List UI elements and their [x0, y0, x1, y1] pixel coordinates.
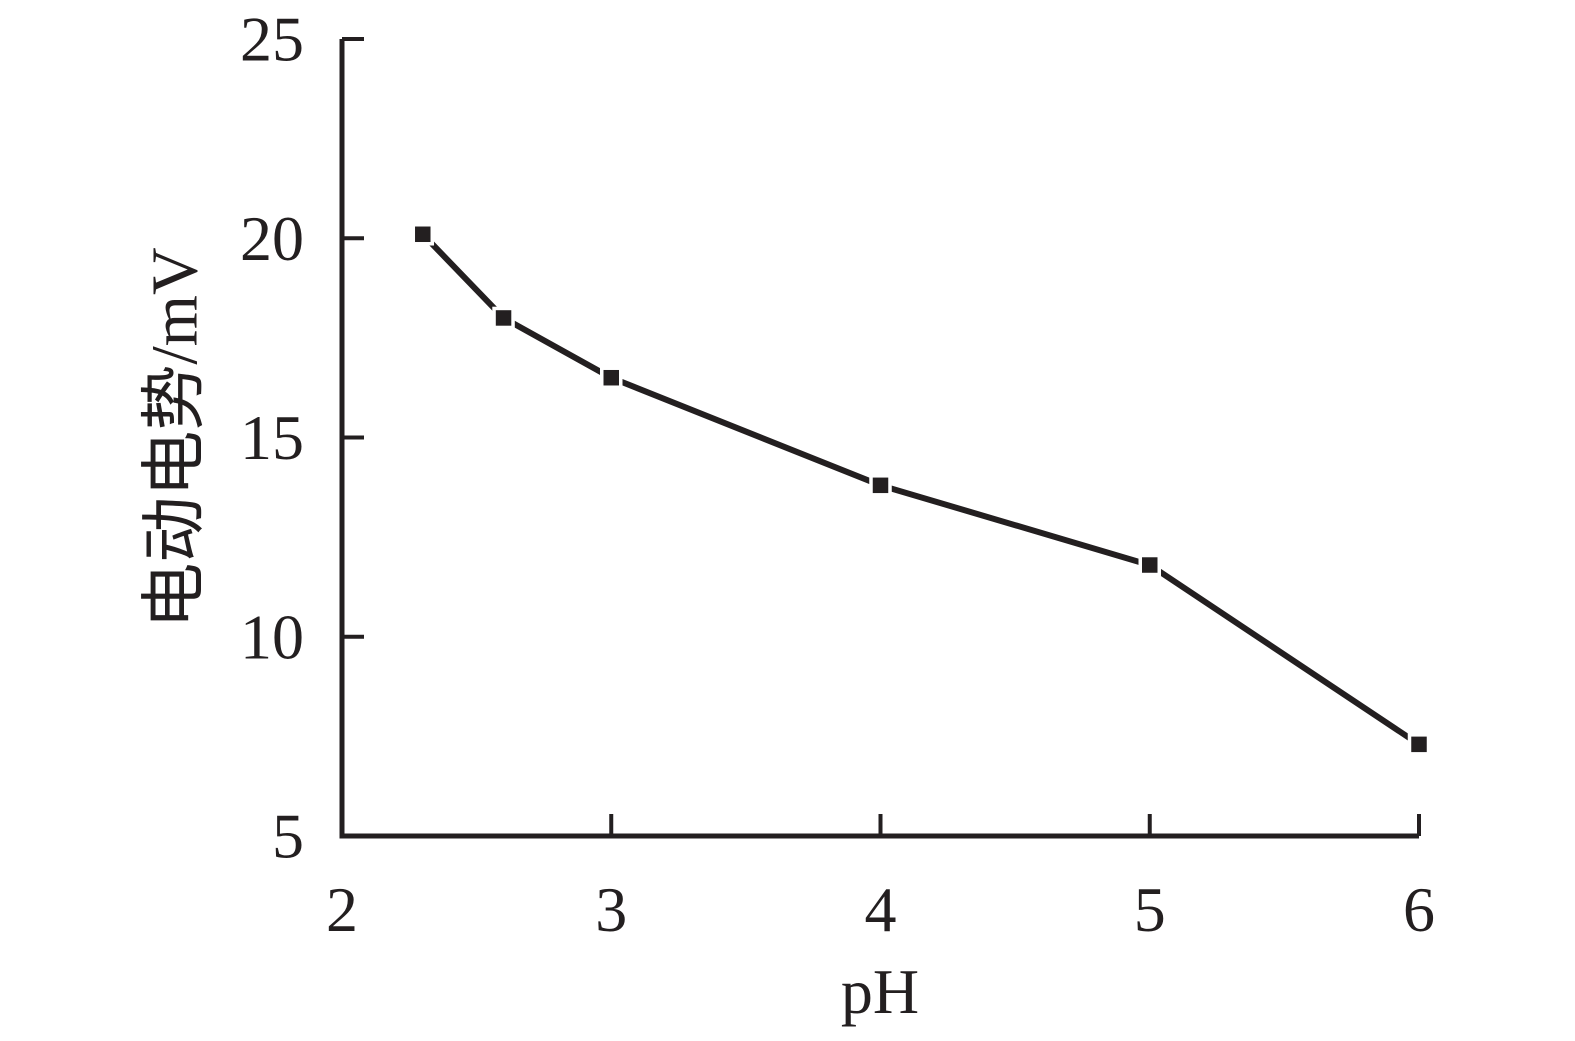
- x-tick-label: 5: [1134, 874, 1166, 945]
- y-tick-label: 20: [240, 203, 304, 274]
- data-point-marker: [1138, 553, 1161, 577]
- data-point-marker: [411, 223, 435, 246]
- data-point-marker: [600, 366, 623, 389]
- y-tick-label: 10: [240, 601, 304, 672]
- y-tick-label: 25: [240, 4, 304, 75]
- data-point-marker: [1407, 733, 1431, 756]
- x-tick-label: 2: [326, 874, 358, 945]
- y-tick-label: 5: [272, 801, 304, 872]
- data-line: [420, 232, 1421, 747]
- x-tick-label: 3: [595, 874, 627, 945]
- x-tick-label: 4: [865, 874, 897, 945]
- y-tick-label: 15: [240, 402, 304, 473]
- data-point-marker: [869, 474, 892, 497]
- x-axis-title: pH: [841, 956, 919, 1027]
- data-point-marker: [492, 306, 515, 330]
- x-tick-label: 6: [1403, 874, 1435, 945]
- y-axis-title: 电动电势/mV: [139, 247, 212, 628]
- plot-area: 5 10 15 20 25 2 3 4 5 6: [240, 4, 1435, 946]
